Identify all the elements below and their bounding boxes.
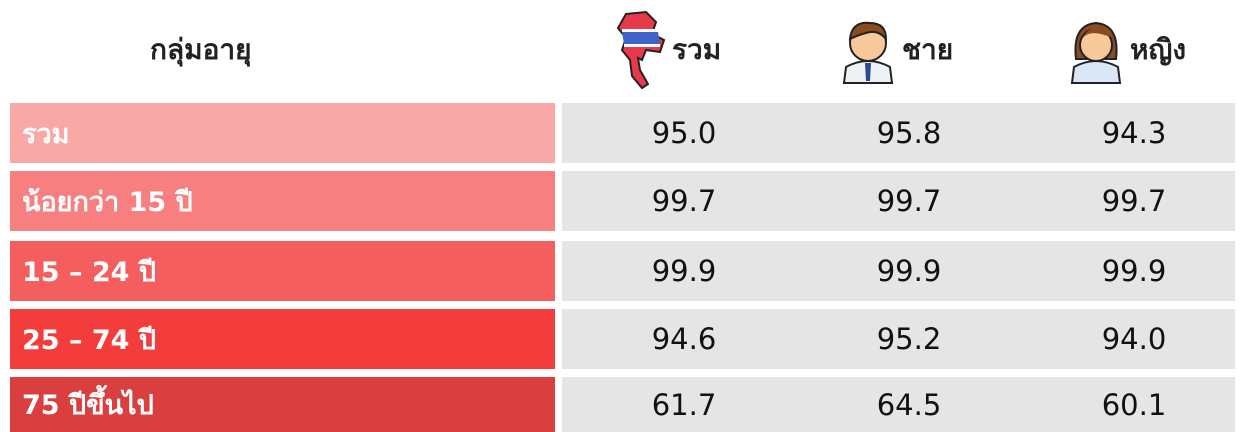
value-cell: 99.7 <box>1101 184 1167 218</box>
row-label: 25 – 74 ปี <box>10 309 555 369</box>
row-label: น้อยกว่า 15 ปี <box>10 171 555 231</box>
value-cell: 99.9 <box>651 254 717 288</box>
value-cell: 94.6 <box>651 322 717 356</box>
value-cell: 61.7 <box>651 387 717 422</box>
value-cell: 99.7 <box>651 184 717 218</box>
man-icon <box>842 21 894 84</box>
column-header: หญิง <box>1130 33 1186 66</box>
value-cells: 95.0 95.8 94.3 <box>562 103 1235 163</box>
value-cell: 64.5 <box>876 387 942 422</box>
column-header-group: ชาย <box>838 0 953 100</box>
value-cell: 94.3 <box>1101 116 1167 150</box>
column-header-group: หญิง <box>1066 0 1186 100</box>
table-row: 75 ปีขึ้นไป 61.7 64.5 60.1 <box>10 377 1235 432</box>
value-cells: 99.7 99.7 99.7 <box>562 171 1235 231</box>
value-cell: 95.2 <box>876 322 942 356</box>
woman-icon <box>1070 21 1122 84</box>
value-cells: 99.9 99.9 99.9 <box>562 241 1235 301</box>
value-cell: 99.9 <box>876 254 942 288</box>
value-cell: 99.9 <box>1101 254 1167 288</box>
value-cell: 95.8 <box>876 116 942 150</box>
value-cells: 94.6 95.2 94.0 <box>562 309 1235 369</box>
column-header: รวม <box>672 33 722 66</box>
thailand-icon <box>616 10 666 90</box>
value-cell: 99.7 <box>876 184 942 218</box>
table-row: น้อยกว่า 15 ปี 99.7 99.7 99.7 <box>10 171 1235 231</box>
column-header: กลุ่มอายุ <box>150 33 252 66</box>
value-cell: 60.1 <box>1101 387 1167 422</box>
row-label: รวม <box>10 103 555 163</box>
column-header: ชาย <box>902 33 954 66</box>
table-row: รวม 95.0 95.8 94.3 <box>10 103 1235 163</box>
table-row: 15 – 24 ปี 99.9 99.9 99.9 <box>10 241 1235 301</box>
table-row: 25 – 74 ปี 94.6 95.2 94.0 <box>10 309 1235 369</box>
row-label: 75 ปีขึ้นไป <box>10 377 555 432</box>
value-cells: 61.7 64.5 60.1 <box>562 377 1235 432</box>
value-cell: 95.0 <box>651 116 717 150</box>
value-cell: 94.0 <box>1101 322 1167 356</box>
row-label: 15 – 24 ปี <box>10 241 555 301</box>
column-header-group: รวม <box>612 0 721 100</box>
